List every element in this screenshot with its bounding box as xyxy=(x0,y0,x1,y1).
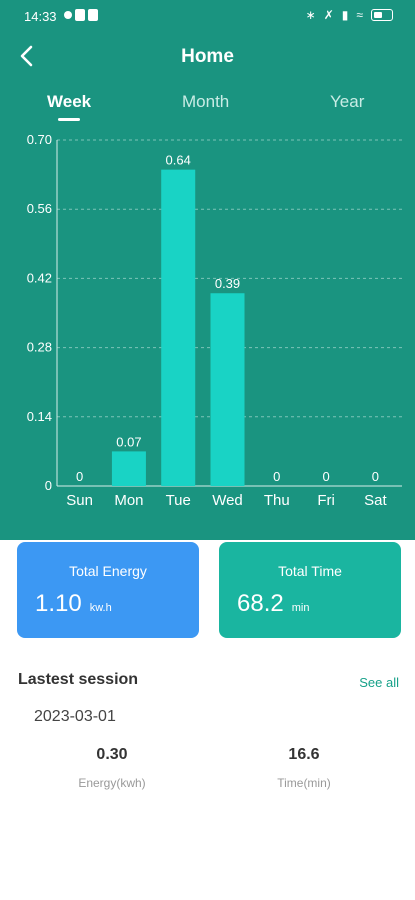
notification-dot-icon xyxy=(64,11,72,19)
y-tick-label: 0.70 xyxy=(27,132,52,147)
x-tick-label: Mon xyxy=(114,492,143,509)
tab-week[interactable]: Week xyxy=(47,92,92,111)
signal-icon: ▮ xyxy=(341,8,349,22)
total-time-unit: min xyxy=(291,602,310,614)
session-time-value: 16.6 xyxy=(288,746,320,763)
x-tick-label: Wed xyxy=(212,492,243,509)
total-energy-card[interactable]: Total Energy 1.10 kw.h xyxy=(17,542,199,638)
tab-month[interactable]: Month xyxy=(182,92,230,111)
total-energy-unit: kw.h xyxy=(89,602,112,614)
y-tick-label: 0.28 xyxy=(27,340,52,355)
x-tick-label: Sat xyxy=(364,492,387,509)
latest-session-title: Lastest session xyxy=(18,671,139,688)
bluetooth-icon: ∗ xyxy=(305,8,316,22)
bar-wed xyxy=(210,293,245,486)
page-title: Home xyxy=(181,46,234,67)
total-energy-value-row: 1.10 kw.h xyxy=(35,590,112,618)
x-tick-label: Thu xyxy=(264,492,290,509)
bar-value-label: 0.64 xyxy=(166,153,191,168)
bar-value-label: 0 xyxy=(273,469,280,484)
notification-icons xyxy=(64,9,98,21)
system-icons: ∗ ✗ ▮ ≈ xyxy=(306,8,393,22)
status-bar: 14:33 ∗ ✗ ▮ ≈ xyxy=(0,0,415,34)
bar-value-label: 0 xyxy=(76,469,83,484)
x-tick-label: Tue xyxy=(166,492,191,509)
total-time-value: 68.2 xyxy=(237,590,284,617)
total-time-label: Total Time xyxy=(278,563,342,579)
bar-value-label: 0 xyxy=(322,469,329,484)
tiktok-icon xyxy=(75,9,85,21)
session-energy-label: Energy(kwh) xyxy=(78,776,146,790)
total-energy-value: 1.10 xyxy=(35,590,82,617)
session-energy-value: 0.30 xyxy=(96,746,128,763)
y-tick-label: 0.42 xyxy=(27,270,52,285)
total-energy-label: Total Energy xyxy=(69,563,147,579)
y-tick-label: 0.56 xyxy=(27,201,52,216)
active-tab-indicator xyxy=(58,118,80,121)
energy-bar-chart: 0 0.14 0.28 0.42 0.56 0.70 0 Sun 0.07 Mon 0.64 Tue 0… xyxy=(27,132,402,509)
x-tick-label: Sun xyxy=(66,492,93,509)
session-time-label: Time(min) xyxy=(277,776,331,790)
total-time-card[interactable]: Total Time 68.2 min xyxy=(219,542,401,638)
mute-icon: ✗ xyxy=(323,8,334,22)
tiktok-icon xyxy=(88,9,98,21)
see-all-link[interactable]: See all xyxy=(359,675,399,690)
bar-tue xyxy=(161,169,196,486)
x-tick-label: Fri xyxy=(317,492,335,509)
period-tabs: Week Month Year xyxy=(0,92,415,122)
back-arrow-icon[interactable] xyxy=(16,44,40,68)
y-tick-label: 0 xyxy=(45,478,52,493)
y-tick-label: 0.14 xyxy=(27,409,52,424)
bar-value-label: 0.07 xyxy=(116,434,141,449)
header-panel: 14:33 ∗ ✗ ▮ ≈ Home Week Month Year 0 0.14… xyxy=(0,0,415,540)
bar-value-label: 0 xyxy=(372,469,379,484)
status-time: 14:33 xyxy=(24,9,57,24)
bar-value-label: 0.39 xyxy=(215,276,240,291)
total-time-value-row: 68.2 min xyxy=(237,590,309,618)
session-date: 2023-03-01 xyxy=(34,708,116,725)
wifi-icon: ≈ xyxy=(356,8,363,22)
tab-year[interactable]: Year xyxy=(330,92,365,111)
battery-icon xyxy=(371,9,393,21)
bar-mon xyxy=(111,451,146,486)
